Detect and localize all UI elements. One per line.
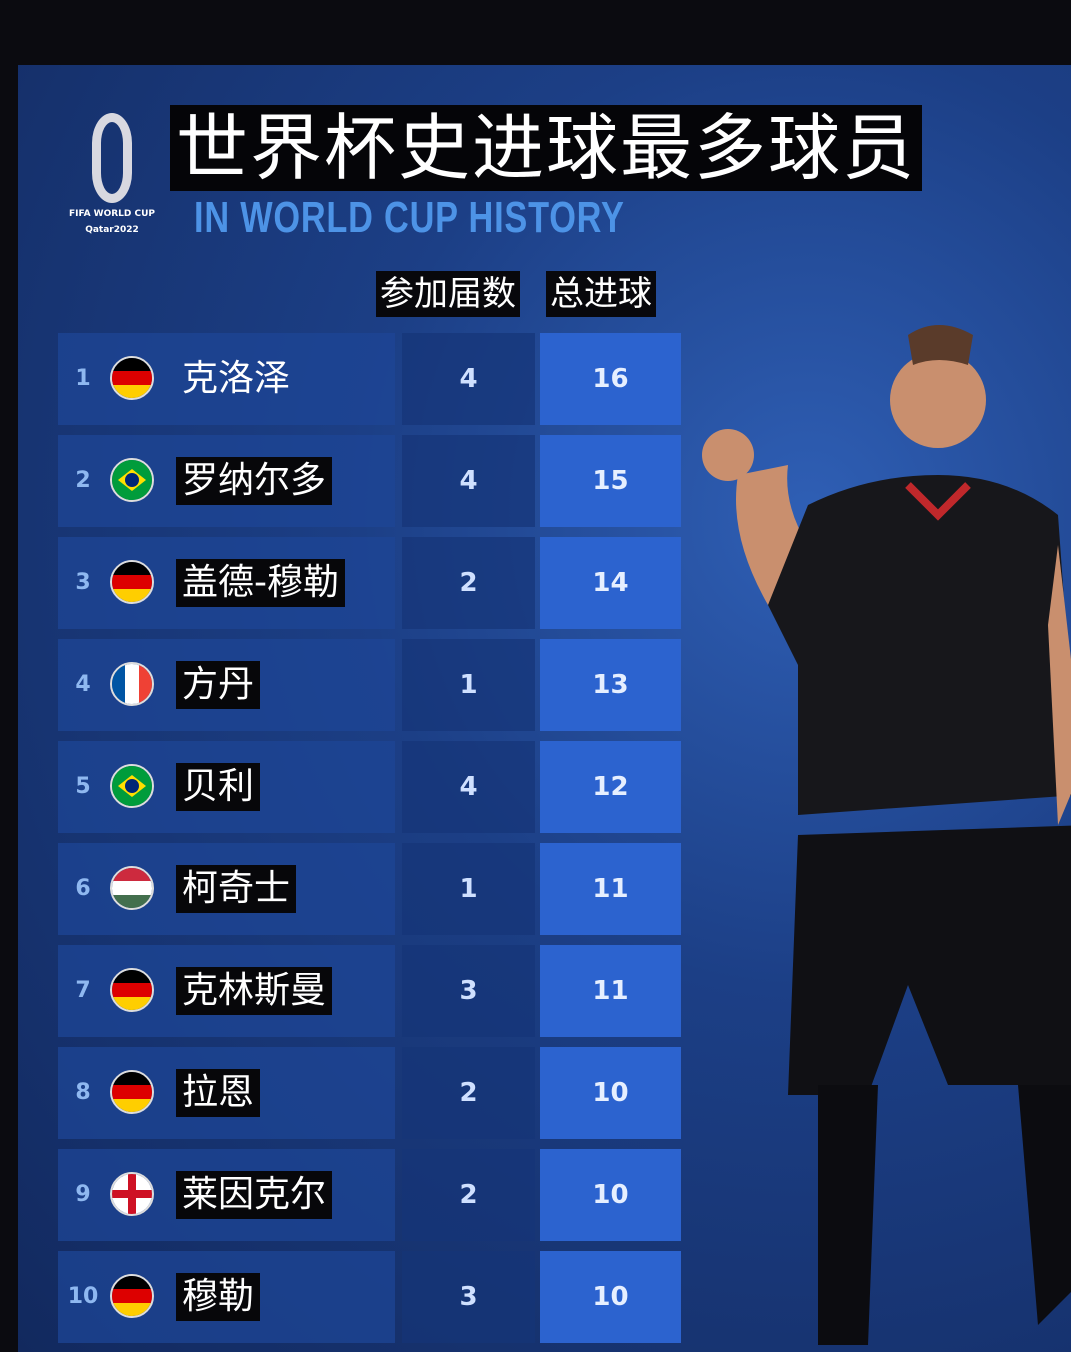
- player-cell: 7 克林斯曼: [58, 945, 395, 1037]
- brazil-flag-icon: [110, 764, 154, 808]
- header-goals: 总进球: [546, 271, 656, 317]
- tournaments-cell: 2: [402, 537, 535, 629]
- player-name: 方丹: [176, 661, 261, 709]
- germany-flag-icon: [110, 356, 154, 400]
- page-title: 世界杯史进球最多球员: [170, 105, 923, 191]
- player-cell: 3 盖德-穆勒: [58, 537, 395, 629]
- rank: 3: [75, 570, 91, 595]
- goals-cell: 12: [540, 741, 681, 833]
- brazil-flag-icon: [110, 458, 154, 502]
- table-row: 3 盖德-穆勒 2 14: [58, 537, 683, 629]
- rank: 6: [75, 876, 91, 901]
- player-cell: 5 贝利: [58, 741, 395, 833]
- table-row: 7 克林斯曼 3 11: [58, 945, 683, 1037]
- tournaments-cell: 3: [402, 1251, 535, 1343]
- player-cell: 6 柯奇士: [58, 843, 395, 935]
- tournaments-cell: 2: [402, 1149, 535, 1241]
- germany-flag-icon: [110, 560, 154, 604]
- germany-flag-icon: [110, 968, 154, 1012]
- rank: 8: [75, 1080, 91, 1105]
- table-row: 4 方丹 1 13: [58, 639, 683, 731]
- tournaments-cell: 4: [402, 333, 535, 425]
- tournaments-cell: 3: [402, 945, 535, 1037]
- infographic: FIFA WORLD CUP Qatar2022 世界杯史进球最多球员 IN W…: [18, 65, 1071, 1352]
- rank: 4: [75, 672, 91, 697]
- table-row: 2 罗纳尔多 4 15: [58, 435, 683, 527]
- player-name: 盖德-穆勒: [176, 559, 345, 607]
- goals-cell: 10: [540, 1047, 681, 1139]
- goals-cell: 15: [540, 435, 681, 527]
- table-row: 9 莱因克尔 2 10: [58, 1149, 683, 1241]
- table-row: 10 穆勒 3 10: [58, 1251, 683, 1343]
- tournaments-cell: 4: [402, 741, 535, 833]
- goals-cell: 10: [540, 1251, 681, 1343]
- player-cell: 4 方丹: [58, 639, 395, 731]
- player-name: 罗纳尔多: [176, 457, 333, 505]
- player-name: 克洛泽: [182, 358, 291, 399]
- goals-cell: 13: [540, 639, 681, 731]
- hungary-flag-icon: [110, 866, 154, 910]
- rank: 10: [67, 1284, 99, 1309]
- goals-cell: 10: [540, 1149, 681, 1241]
- goals-cell: 11: [540, 945, 681, 1037]
- table-row: 6 柯奇士 1 11: [58, 843, 683, 935]
- england-flag-icon: [110, 1172, 154, 1216]
- player-name: 拉恩: [176, 1069, 261, 1117]
- goals-cell: 11: [540, 843, 681, 935]
- table-row: 1 克洛泽 4 16: [58, 333, 683, 425]
- header-tournaments: 参加届数: [376, 271, 520, 317]
- player-name: 穆勒: [176, 1273, 261, 1321]
- player-cell: 9 莱因克尔: [58, 1149, 395, 1241]
- player-cell: 10 穆勒: [58, 1251, 395, 1343]
- rank: 5: [75, 774, 91, 799]
- rank: 1: [75, 366, 91, 391]
- player-name: 克林斯曼: [176, 967, 333, 1015]
- germany-flag-icon: [110, 1070, 154, 1114]
- player-name: 柯奇士: [176, 865, 297, 913]
- fifa-world-cup-logo: FIFA WORLD CUP Qatar2022: [62, 113, 162, 235]
- goals-cell: 16: [540, 333, 681, 425]
- tournaments-cell: 1: [402, 843, 535, 935]
- player-cell: 2 罗纳尔多: [58, 435, 395, 527]
- table-row: 8 拉恩 2 10: [58, 1047, 683, 1139]
- player-name: 贝利: [176, 763, 261, 811]
- rank: 9: [75, 1182, 91, 1207]
- germany-flag-icon: [110, 1274, 154, 1318]
- player-cell: 8 拉恩: [58, 1047, 395, 1139]
- rank: 7: [75, 978, 91, 1003]
- player-cell: 1 克洛泽: [58, 333, 395, 425]
- tournaments-cell: 4: [402, 435, 535, 527]
- table-row: 5 贝利 4 12: [58, 741, 683, 833]
- rank: 2: [75, 468, 91, 493]
- goals-cell: 14: [540, 537, 681, 629]
- tournaments-cell: 2: [402, 1047, 535, 1139]
- player-photo: [702, 325, 1071, 1345]
- tournaments-cell: 1: [402, 639, 535, 731]
- france-flag-icon: [110, 662, 154, 706]
- player-name: 莱因克尔: [176, 1171, 333, 1219]
- subtitle: IN WORLD CUP HISTORY: [194, 193, 625, 242]
